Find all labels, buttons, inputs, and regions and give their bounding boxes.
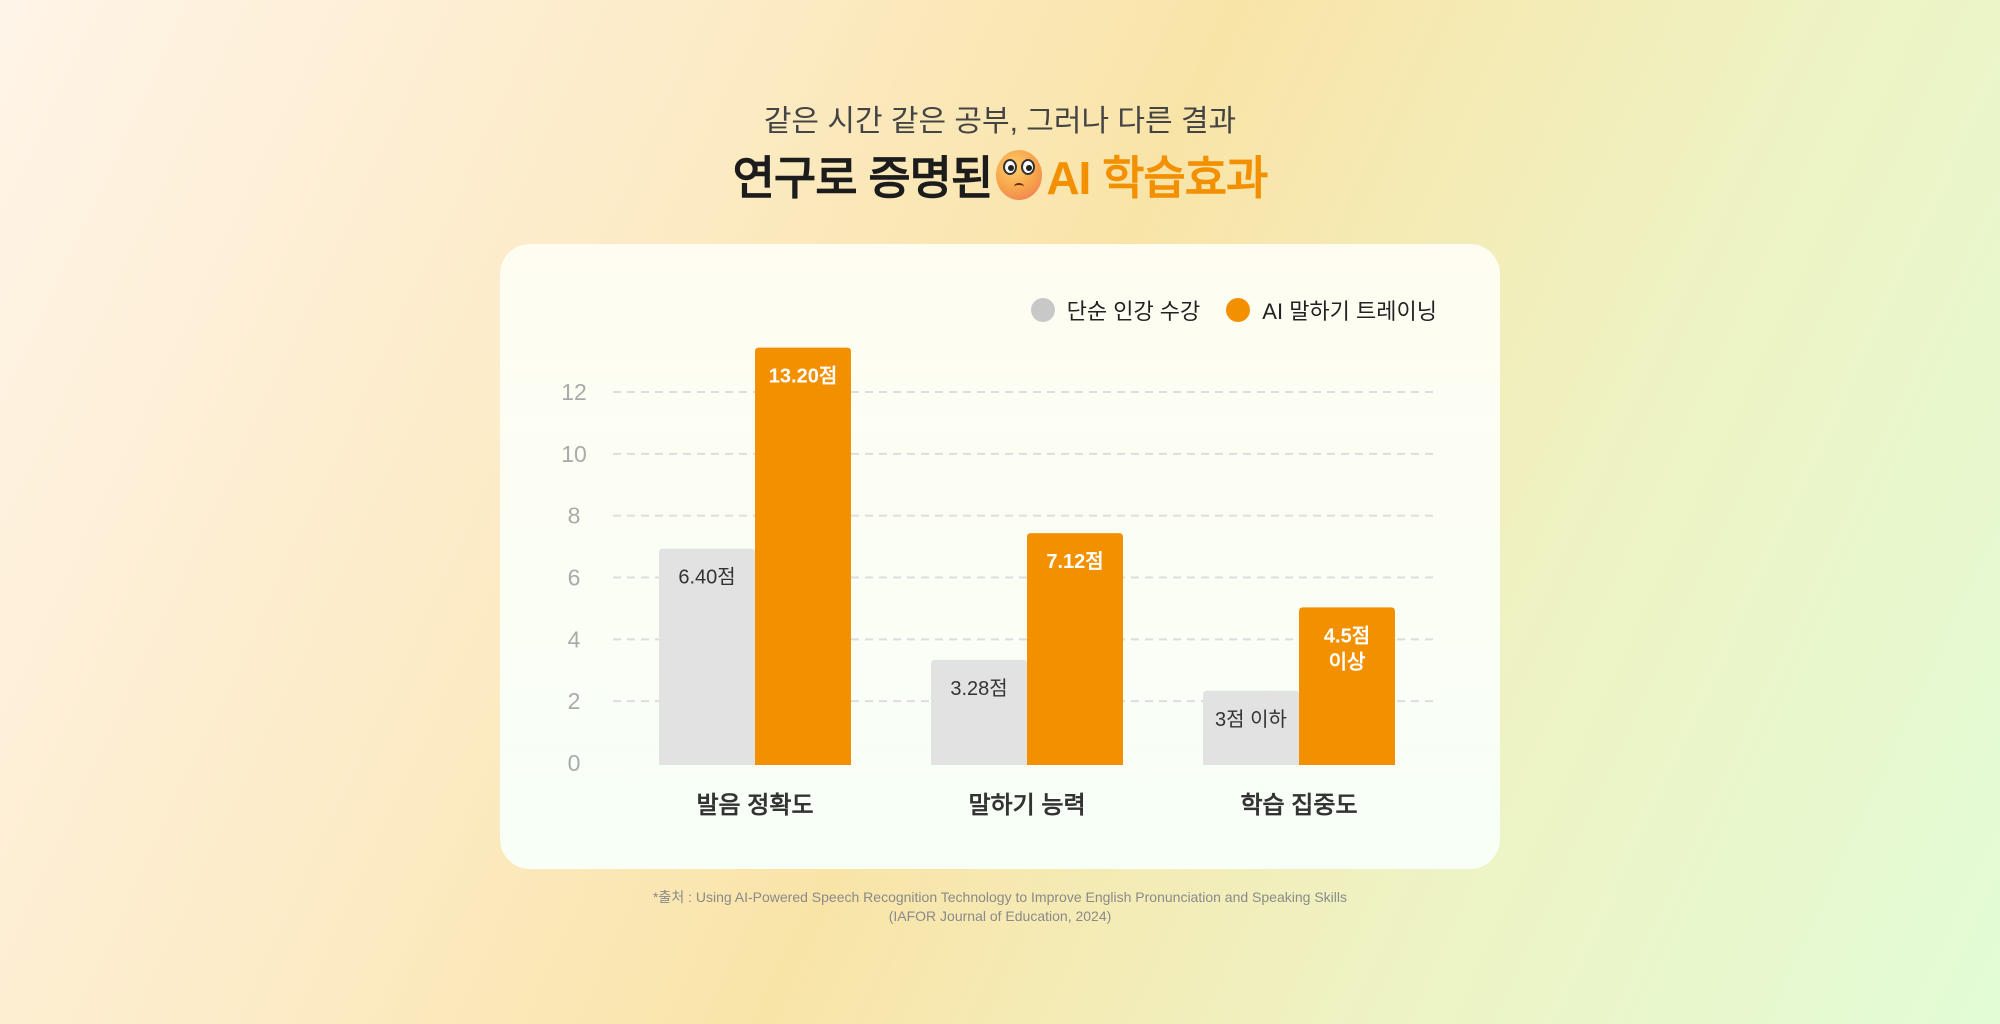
legend-item-lecture: 단순 인강 수강 [1030,294,1201,326]
footnote-source: *출처 : Using AI-Powered Speech Recognitio… [652,889,1347,905]
legend-label: 단순 인강 수강 [1066,299,1201,324]
legend: 단순 인강 수강 AI 말하기 트레이닝 [1017,294,1437,326]
legend-dot-gray [1030,298,1055,322]
y-tick-label: 6 [568,565,581,591]
bar-value-label: 4.5점 [1324,624,1370,647]
bar [1299,607,1395,765]
page-title: 연구로 증명된 AI 학습효과 [0,142,2000,208]
footnote: *출처 : Using AI-Powered Speech Recognitio… [0,888,2000,926]
bar-value-label: 3점 이하 [1215,708,1287,731]
bar [755,347,851,765]
y-tick-label: 2 [568,688,581,714]
category-label: 말하기 능력 [968,792,1085,819]
category-label: 학습 집중도 [1240,792,1357,819]
title-part1: 연구로 증명된 [732,152,994,204]
y-tick-label: 12 [561,379,587,405]
bar [659,548,755,765]
category-label: 발음 정확도 [696,792,813,819]
subtitle: 같은 시간 같은 공부, 그러나 다른 결과 [763,105,1237,138]
title-part2: AI 학습효과 [1046,152,1268,204]
face-with-monocle-icon [996,150,1043,200]
bar-value-label: 6.40점 [678,566,735,589]
y-tick-label: 10 [561,441,587,467]
bar-value-label: 3.28점 [950,677,1007,700]
bar-value-label: 7.12점 [1046,550,1103,573]
footnote-journal: (IAFOR Journal of Education, 2024) [888,908,1112,924]
bar [1027,533,1123,765]
legend-dot-orange [1226,298,1251,322]
y-tick-label: 8 [568,503,581,529]
y-tick-label: 4 [568,626,581,652]
legend-label: AI 말하기 트레이닝 [1262,299,1437,324]
bar-value-label: 13.20점 [769,365,837,388]
bar [931,659,1027,765]
legend-item-ai: AI 말하기 트레이닝 [1226,294,1437,326]
y-tick-label: 0 [568,750,581,776]
bar [1203,690,1299,765]
bar-value-label: 이상 [1329,650,1366,673]
